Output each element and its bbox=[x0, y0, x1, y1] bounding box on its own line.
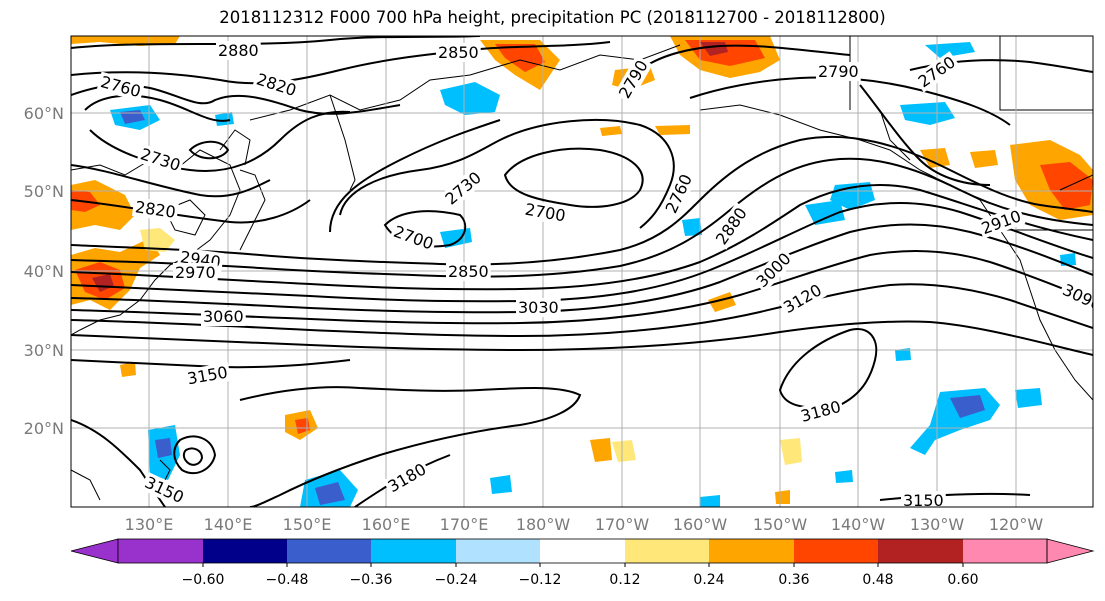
colorbar-tick-label: −0.48 bbox=[265, 572, 309, 588]
lon-tick-label: 120°W bbox=[988, 515, 1044, 534]
contour-label: 2970 bbox=[175, 263, 216, 282]
contour-label-halo bbox=[382, 458, 432, 498]
colorbar-bin bbox=[963, 539, 1047, 563]
colorbar-tick-label: 0.24 bbox=[693, 572, 725, 588]
colorbar-frame bbox=[117, 538, 1048, 564]
colorbar bbox=[70, 538, 1095, 567]
contour-label-halo bbox=[140, 471, 189, 507]
colorbar-extend-low bbox=[70, 538, 119, 564]
colorbar-tick-label: 0.12 bbox=[609, 572, 641, 588]
colorbar-bin bbox=[878, 539, 963, 563]
contour-label-halo bbox=[183, 362, 232, 389]
lon-tick-label: 170°W bbox=[594, 515, 650, 534]
colorbar-bin bbox=[625, 539, 709, 563]
lon-tick-label: 140°W bbox=[830, 515, 886, 534]
contour-label-halo bbox=[131, 197, 179, 223]
colorbar-bin bbox=[118, 539, 203, 563]
lat-tick-label: 50°N bbox=[23, 182, 64, 201]
lat-tick-label: 20°N bbox=[23, 419, 64, 438]
colorbar-bin bbox=[709, 539, 794, 563]
lon-tick-label: 140°E bbox=[203, 515, 253, 534]
colorbar-tick-label: 0.48 bbox=[862, 572, 894, 588]
contour-label-halo bbox=[201, 307, 246, 326]
contour-label-halo bbox=[516, 298, 561, 317]
lat-tick-label: 40°N bbox=[23, 262, 64, 281]
contour-label-halo bbox=[446, 262, 491, 281]
contour-label-halo bbox=[710, 202, 752, 250]
colorbar-tick-label: −0.36 bbox=[349, 572, 393, 588]
lon-tick-label: 160°W bbox=[672, 515, 728, 534]
contour-label-halo bbox=[912, 51, 961, 93]
contour-label: 3150 bbox=[903, 491, 944, 510]
contour-label-halo bbox=[613, 55, 653, 104]
contour-label-halo bbox=[751, 247, 797, 293]
contour-label: 2850 bbox=[448, 262, 489, 281]
contour-label-halo bbox=[173, 263, 218, 282]
lon-tick-label: 160°E bbox=[361, 515, 411, 534]
colorbar-tick-label: −0.12 bbox=[518, 572, 562, 588]
map-frame bbox=[70, 35, 1094, 508]
colorbar-bin bbox=[203, 539, 287, 563]
colorbar-bin bbox=[287, 539, 371, 563]
colorbar-bin bbox=[540, 539, 625, 563]
colorbar-bin bbox=[794, 539, 878, 563]
contour-label-halo bbox=[96, 71, 145, 102]
contour-label-halo bbox=[778, 279, 827, 319]
contour-label-halo bbox=[439, 166, 487, 210]
lon-tick-label: 150°W bbox=[752, 515, 808, 534]
contour-label-halo bbox=[1057, 279, 1093, 316]
lon-tick-label: 130°W bbox=[909, 515, 965, 534]
contour-label-halo bbox=[521, 199, 569, 226]
lat-tick-label: 60°N bbox=[23, 104, 64, 123]
lat-tick-label: 30°N bbox=[23, 341, 64, 360]
contour-label-halo bbox=[976, 205, 1026, 239]
contour-label-halo bbox=[436, 43, 481, 62]
colorbar-bin bbox=[456, 539, 540, 563]
map-title: 2018112312 F000 700 hPa height, precipit… bbox=[219, 8, 886, 27]
colorbar-tick-label: 0.60 bbox=[947, 572, 979, 588]
contour-label-halo bbox=[901, 491, 946, 507]
colorbar-tick-label: −0.24 bbox=[434, 572, 478, 588]
colorbar-bin bbox=[371, 539, 456, 563]
colorbar-tick-label: 0.36 bbox=[778, 572, 810, 588]
contour-label-halo bbox=[252, 68, 301, 101]
contour-label: 2880 bbox=[218, 41, 259, 60]
contour-label: 3030 bbox=[518, 298, 559, 317]
contour-label: 2790 bbox=[818, 62, 859, 81]
lon-tick-label: 150°E bbox=[282, 515, 332, 534]
contour-label-halo bbox=[216, 41, 261, 60]
contour-label-halo bbox=[660, 169, 697, 218]
contour-label: 3060 bbox=[203, 307, 244, 326]
contour-label-halo bbox=[796, 396, 845, 427]
contour-label-halo bbox=[389, 221, 438, 255]
lon-tick-label: 130°E bbox=[124, 515, 174, 534]
lon-tick-label: 180°W bbox=[515, 515, 571, 534]
contour-label-halo bbox=[816, 62, 861, 81]
contour-label: 2850 bbox=[438, 43, 479, 62]
lon-tick-label: 170°E bbox=[439, 515, 489, 534]
contour-label-halo bbox=[136, 143, 185, 176]
colorbar-extend-high bbox=[1046, 538, 1095, 564]
colorbar-tick-label: −0.60 bbox=[181, 572, 225, 588]
